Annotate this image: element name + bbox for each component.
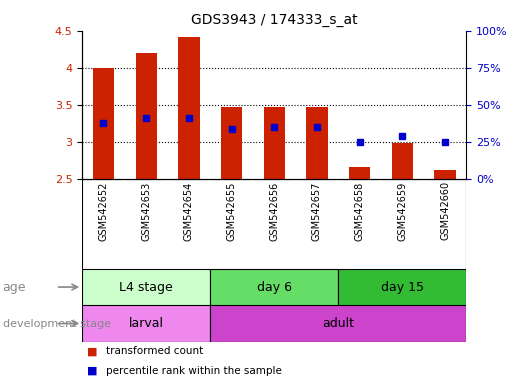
Bar [221,107,242,179]
Text: GSM542653: GSM542653 [141,181,151,240]
Bar [82,269,210,305]
Text: ■: ■ [87,346,98,356]
Text: percentile rank within the sample: percentile rank within the sample [106,366,282,376]
Text: GSM542656: GSM542656 [269,181,279,240]
Bar [93,68,114,179]
Text: GSM542659: GSM542659 [398,181,408,240]
Text: GSM542654: GSM542654 [184,181,194,240]
Text: day 15: day 15 [381,281,424,293]
Bar [82,305,210,342]
Text: GSM542652: GSM542652 [99,181,109,241]
Text: GSM542658: GSM542658 [355,181,365,240]
Text: GSM542655: GSM542655 [227,181,236,241]
Bar [263,107,285,179]
Bar [210,305,466,342]
Text: development stage: development stage [3,318,111,329]
Text: day 6: day 6 [257,281,292,293]
Text: transformed count: transformed count [106,346,203,356]
Text: age: age [3,281,26,293]
Bar [178,36,200,179]
Text: adult: adult [322,317,355,330]
Bar [210,269,338,305]
Bar [392,143,413,179]
Bar [435,170,456,179]
Text: GSM542657: GSM542657 [312,181,322,241]
Text: ■: ■ [87,366,98,376]
Bar [338,269,466,305]
Title: GDS3943 / 174333_s_at: GDS3943 / 174333_s_at [191,13,358,27]
Text: L4 stage: L4 stage [119,281,173,293]
Text: GSM542660: GSM542660 [440,181,450,240]
Bar [136,53,157,179]
Bar [306,107,328,179]
Bar [349,167,370,179]
Text: larval: larval [129,317,164,330]
